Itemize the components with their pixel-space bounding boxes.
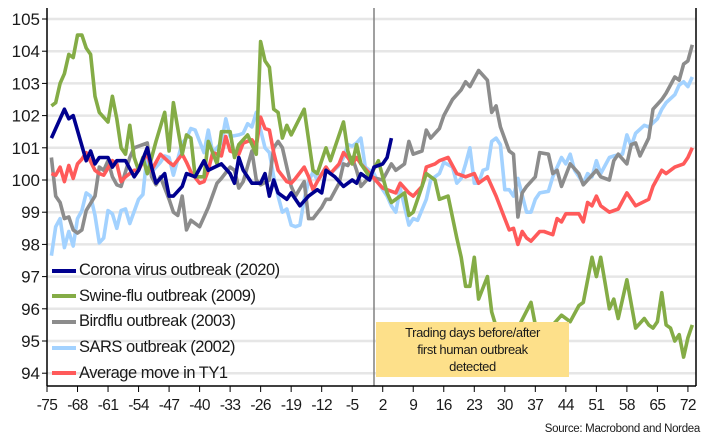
annotation-line: detected xyxy=(449,359,496,374)
legend-label: Average move in TY1 xyxy=(79,363,228,382)
y-tick-label: 94 xyxy=(21,364,40,383)
legend-swatch xyxy=(52,294,76,299)
annotation-line: Trading days before/after xyxy=(405,325,540,340)
legend-item-corona: Corona virus outbreak (2020) xyxy=(52,258,280,284)
y-tick-label: 97 xyxy=(21,268,40,287)
y-tick-label: 100 xyxy=(12,171,40,190)
x-tick-label: -19 xyxy=(281,397,302,414)
annotation-box: Trading days before/after first human ou… xyxy=(376,322,569,377)
x-tick-label: -40 xyxy=(189,397,211,414)
x-tick-label: -47 xyxy=(159,397,180,414)
series-line-swine-flu-outbreak-2009 xyxy=(50,33,695,359)
y-tick-label: 105 xyxy=(12,10,40,29)
x-tick-label: -54 xyxy=(128,397,150,414)
x-tick-label: -75 xyxy=(37,397,58,414)
series-line-corona-virus-outbreak-2020 xyxy=(49,107,394,208)
y-tick-label: 99 xyxy=(21,203,40,222)
series-lines xyxy=(49,8,695,386)
x-tick-label: 16 xyxy=(436,397,452,414)
x-tick-label: 37 xyxy=(527,397,543,414)
x-tick-label: 23 xyxy=(466,397,482,414)
x-tick-label: 72 xyxy=(680,397,696,414)
legend-swatch xyxy=(52,371,76,376)
y-tick-label: 101 xyxy=(12,139,40,158)
legend-label: Corona virus outbreak (2020) xyxy=(79,261,280,280)
axes xyxy=(46,8,697,387)
legend-swatch xyxy=(52,319,76,324)
legend-item-average: Average move in TY1 xyxy=(52,360,280,386)
x-tick-label: -68 xyxy=(67,397,88,414)
annotation-line: first human outbreak xyxy=(417,342,528,357)
x-tick-label: 2 xyxy=(379,397,387,414)
legend-swatch xyxy=(52,345,76,350)
legend-item-birdflu: Birdflu outbreak (2003) xyxy=(52,309,280,335)
y-tick-label: 103 xyxy=(12,74,40,93)
x-axis-ticks: -75 -68 -61 -54 -47 -40 -33 -26 -19 -12 -5 2 9 16 23 30… xyxy=(37,386,697,414)
legend-label: Birdflu outbreak (2003) xyxy=(79,312,236,331)
y-tick-label: 104 xyxy=(12,42,40,61)
legend-item-swine-flu: Swine-flu outbreak (2009) xyxy=(52,284,280,310)
legend-label: SARS outbreak (2002) xyxy=(79,338,236,357)
x-tick-label: 51 xyxy=(588,397,604,414)
legend-swatch xyxy=(52,268,76,273)
y-tick-label: 98 xyxy=(21,235,40,254)
y-axis-ticks: 94 95 96 97 98 99 100 101 102 103 104 105 xyxy=(12,10,47,383)
legend: Corona virus outbreak (2020) Swine-flu o… xyxy=(52,258,280,386)
x-tick-label: -26 xyxy=(250,397,271,414)
series-line-birdflu-outbreak-2003 xyxy=(49,44,695,235)
x-tick-label: -61 xyxy=(98,397,119,414)
legend-label: Swine-flu outbreak (2009) xyxy=(79,286,256,305)
source-note: Source: Macrobond and Nordea xyxy=(544,423,701,435)
y-tick-label: 102 xyxy=(12,107,40,126)
x-tick-label: -5 xyxy=(346,397,359,414)
x-tick-label: 65 xyxy=(649,397,665,414)
x-tick-label: 9 xyxy=(409,397,417,414)
y-tick-label: 95 xyxy=(21,332,40,351)
x-tick-label: 58 xyxy=(619,397,635,414)
gridlines xyxy=(47,17,696,375)
x-tick-label: -33 xyxy=(220,397,241,414)
x-tick-label: 44 xyxy=(558,397,575,414)
legend-item-sars: SARS outbreak (2002) xyxy=(52,335,280,361)
x-tick-label: -12 xyxy=(311,397,332,414)
y-tick-label: 96 xyxy=(21,300,40,319)
x-tick-label: 30 xyxy=(497,397,514,414)
